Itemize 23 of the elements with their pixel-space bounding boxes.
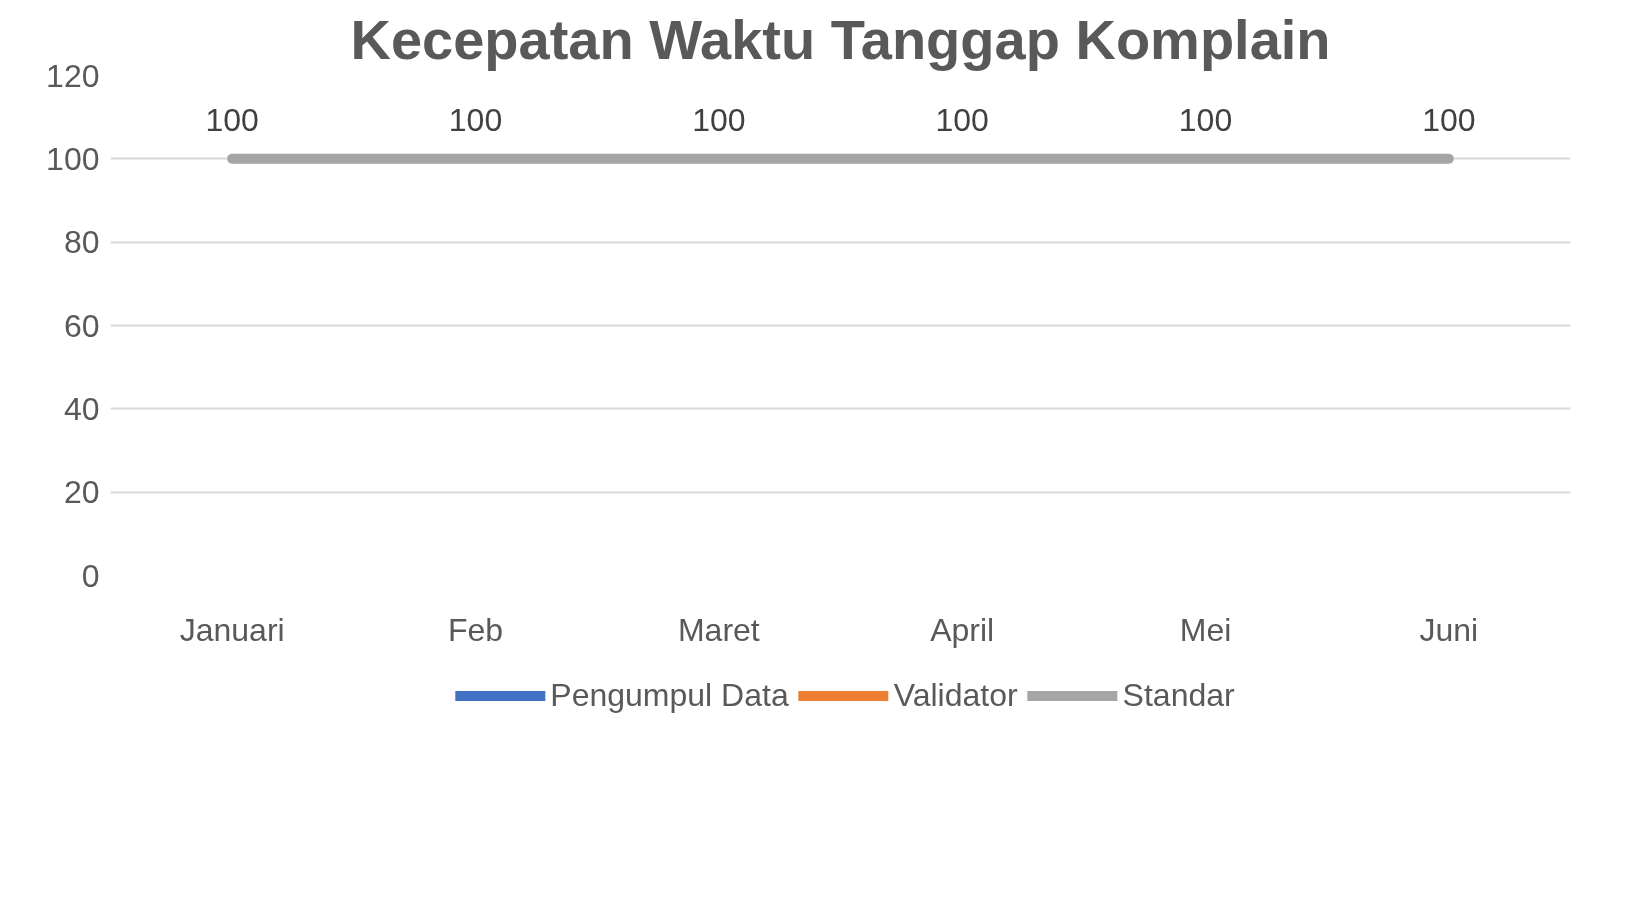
chart-title: Kecepatan Waktu Tanggap Komplain <box>350 7 1331 71</box>
x-tick-label: Juni <box>1419 611 1479 648</box>
data-label: 100 <box>1422 101 1476 138</box>
x-tick-label: Januari <box>179 611 285 648</box>
x-tick-label: Maret <box>677 611 760 648</box>
y-tick-label: 0 <box>81 557 100 594</box>
legend-label: Standar <box>1122 676 1235 714</box>
y-tick-label: 100 <box>46 140 100 177</box>
y-tick-label: 40 <box>63 390 100 427</box>
legend-label: Pengumpul Data <box>550 676 789 714</box>
data-label: 100 <box>448 101 503 138</box>
legend-label: Validator <box>893 676 1018 714</box>
x-tick-label: Mei <box>1179 611 1232 648</box>
y-tick-label: 60 <box>63 307 100 344</box>
y-tick-label: 80 <box>63 224 100 261</box>
data-label: 100 <box>1178 101 1233 138</box>
y-tick-label: 120 <box>46 57 100 94</box>
x-tick-label: Feb <box>447 611 504 648</box>
data-label: 100 <box>205 101 259 138</box>
data-label: 100 <box>692 101 746 138</box>
y-tick-label: 20 <box>63 474 100 511</box>
data-label: 100 <box>935 101 989 138</box>
x-tick-label: April <box>930 611 995 648</box>
